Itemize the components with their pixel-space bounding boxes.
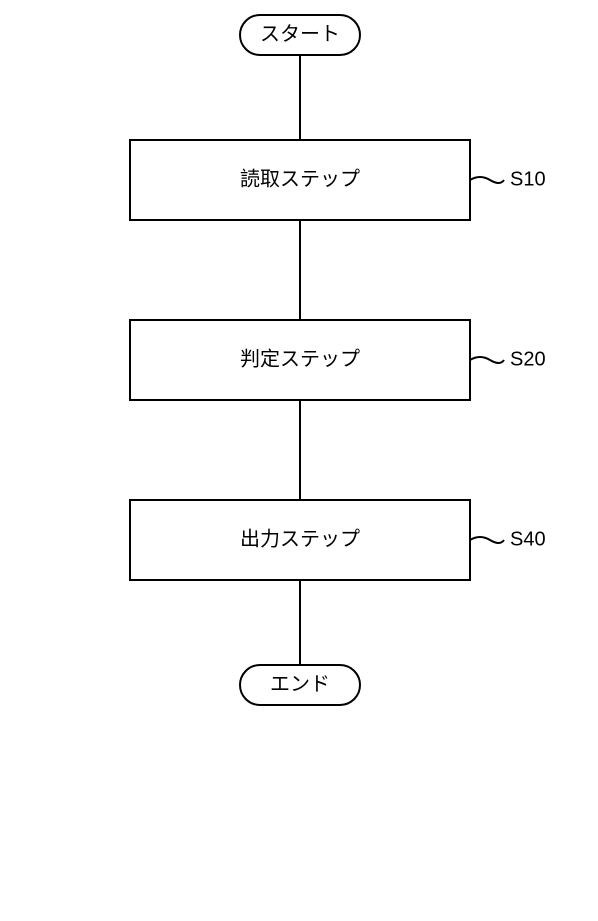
flowchart-diagram: スタート読取ステップ S10 判定ステップ S20 出力ステップ S40 エンド [0,0,598,921]
node-label-s40: 出力ステップ [240,527,360,550]
ref-label-s20: S20 [510,348,546,370]
ref-leader-s40 [470,537,504,543]
ref-leader-s10 [470,177,504,183]
ref-label-s10: S10 [510,168,546,190]
node-s40: 出力ステップ S40 [130,500,546,580]
node-label-s20: 判定ステップ [240,347,360,370]
ref-label-s40: S40 [510,528,546,550]
node-s10: 読取ステップ S10 [130,140,546,220]
node-s20: 判定ステップ S20 [130,320,546,400]
ref-leader-s20 [470,357,504,363]
node-label-start: スタート [260,22,340,45]
node-label-end: エンド [270,673,330,695]
node-label-s10: 読取ステップ [240,167,360,190]
node-end: エンド [240,665,360,705]
node-start: スタート [240,15,360,55]
